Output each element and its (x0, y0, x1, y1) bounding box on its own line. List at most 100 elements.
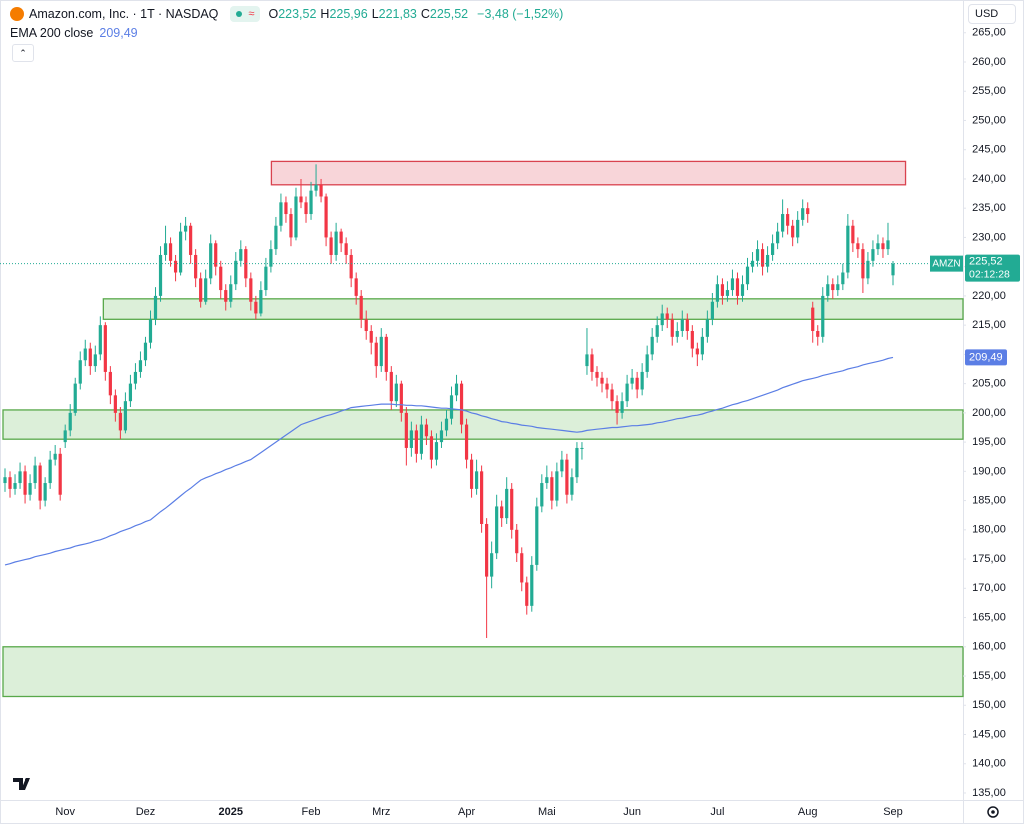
y-tick-label: 135,00 (972, 787, 1006, 799)
candle-body (615, 401, 619, 413)
candle-body (600, 377, 604, 384)
candle-body (184, 225, 188, 232)
candle-body (735, 278, 740, 296)
y-tick-label: 185,00 (972, 494, 1006, 506)
y-tick-label: 220,00 (972, 290, 1006, 302)
candle-body (244, 249, 248, 279)
candle-body (520, 553, 524, 583)
candle-body (670, 319, 674, 337)
status-pill[interactable]: ≈ (230, 6, 261, 22)
candle-body (78, 360, 82, 384)
zone (102, 298, 964, 320)
candle-body (279, 202, 283, 226)
settings-icon[interactable] (987, 806, 999, 818)
candle-body (209, 243, 213, 279)
candle-body (545, 477, 549, 484)
candle-body (776, 231, 780, 244)
currency: USD (975, 8, 999, 20)
ema-tag (965, 349, 1007, 366)
candle-body (806, 208, 810, 215)
candle-body (138, 360, 143, 372)
indicator-name[interactable]: EMA 200 close (10, 26, 94, 40)
symbol[interactable]: Amazon.com, Inc. · 1T · NASDAQ (29, 7, 219, 21)
x-tick-label: Apr (458, 806, 475, 818)
candle-body (786, 214, 790, 226)
candle-body (374, 342, 378, 367)
candle-body (259, 290, 263, 314)
candle-body (650, 336, 654, 355)
candle-body (264, 266, 268, 291)
y-tick-label: 180,00 (972, 524, 1006, 536)
x-tick-label: Jul (710, 806, 724, 818)
candle-body (394, 383, 398, 402)
ohlc-value: 223,52 (278, 7, 317, 21)
candle-body (740, 284, 745, 296)
candle-body (625, 383, 629, 402)
candle-body (299, 196, 303, 203)
y-tick-label: 250,00 (972, 114, 1006, 126)
ohlc-value: 221,83 (378, 7, 417, 21)
x-tick-label: Sep (883, 806, 903, 818)
ema-tag-label: 209,49 (969, 351, 1003, 363)
price-tag (965, 254, 1020, 282)
candle-body (68, 412, 72, 431)
candle-body (399, 383, 403, 413)
candle-body (123, 401, 128, 431)
candle-body (685, 319, 689, 331)
candle-body (8, 477, 12, 489)
candle-body (3, 477, 7, 484)
candle-body (781, 214, 785, 232)
ohlc-key: C (420, 7, 430, 21)
candle-body (765, 254, 770, 267)
candle-body (414, 430, 418, 454)
candle-body (33, 465, 37, 484)
candle-body (585, 354, 589, 367)
ema-line (4, 356, 894, 566)
candle-body (219, 266, 223, 291)
y-tick-label: 195,00 (972, 436, 1006, 448)
candle-body (801, 208, 805, 220)
candle-body (128, 383, 133, 402)
change: −3,48 (−1,52%) (477, 7, 564, 21)
ohlc: O223,52 H225,96 L221,83 C225,52 (268, 7, 472, 21)
candle-body (153, 295, 158, 320)
candle-body (204, 278, 208, 302)
candle-body (98, 325, 102, 355)
candle-body (841, 272, 845, 285)
collapse-button[interactable]: ⌃ (12, 44, 34, 62)
candle-body (730, 278, 735, 291)
candle-body (294, 196, 298, 238)
currency-button[interactable]: USD (968, 4, 1016, 24)
x-tick-label: Mai (538, 806, 556, 818)
y-tick-label: 265,00 (972, 27, 1006, 39)
candle-body (269, 249, 273, 267)
candle-body (560, 459, 564, 472)
candle-body (480, 471, 484, 524)
y-tick-label: 165,00 (972, 611, 1006, 623)
candle-body (334, 231, 338, 255)
candle-body (173, 260, 178, 273)
candle-body (856, 243, 860, 250)
y-tick-label: 235,00 (972, 202, 1006, 214)
y-tick-label: 190,00 (972, 465, 1006, 477)
candle-body (73, 383, 77, 413)
candle-body (469, 459, 474, 489)
candle-body (660, 313, 664, 326)
candle-body (214, 243, 218, 267)
candle-body (540, 483, 544, 507)
candle-body (118, 412, 122, 431)
candle-body (319, 184, 323, 197)
candle-body (254, 301, 258, 314)
y-tick-label: 215,00 (972, 319, 1006, 331)
candle-body (570, 477, 574, 495)
candle-body (389, 371, 393, 402)
candle-body (836, 284, 840, 291)
symbol-logo (10, 7, 24, 21)
candle-body (344, 243, 348, 255)
candle-body (103, 325, 107, 372)
candle-body (876, 243, 880, 250)
candle-body (826, 284, 830, 296)
candle-body (83, 348, 87, 361)
legend-row: Amazon.com, Inc. · 1T · NASDAQ ≈ O223,52… (10, 6, 563, 22)
